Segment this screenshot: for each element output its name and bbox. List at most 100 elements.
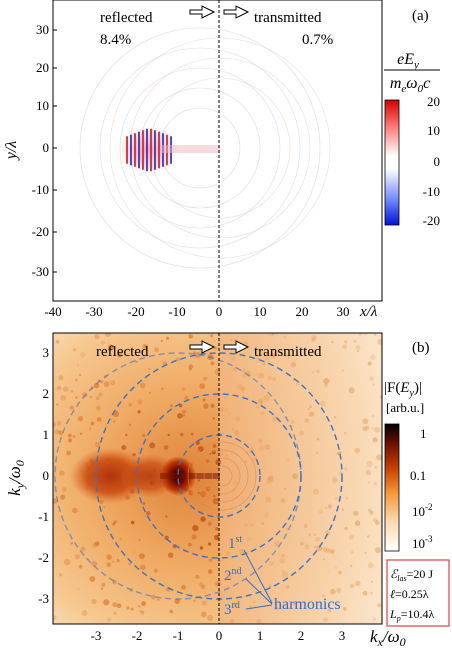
speckle-dot (169, 609, 173, 614)
speckle-dot (128, 423, 132, 427)
speckle-dot (90, 421, 95, 426)
panel-b-xtick: 3 (339, 628, 346, 643)
speckle-dot (371, 414, 375, 418)
speckle-dot (203, 403, 209, 409)
speckle-dot (255, 405, 260, 410)
speckle-dot (281, 569, 284, 572)
panel-a-ytick: 0 (43, 140, 50, 155)
speckle-dot (126, 606, 130, 610)
speckle-dot (181, 387, 186, 392)
speckle-dot (116, 559, 120, 563)
panel-a-colorbar-title: eEy meω0c (384, 51, 440, 95)
speckle-dot (110, 379, 116, 386)
panel-b-ytick: 2 (43, 386, 50, 401)
speckle-dot (355, 580, 361, 587)
speckle-dot (142, 502, 146, 505)
speckle-dot (287, 356, 290, 359)
speckle-dot (246, 536, 252, 542)
speckle-dot (207, 615, 214, 621)
speckle-dot (248, 447, 255, 453)
speckle-dot (139, 610, 142, 613)
panel-a-ytick: 10 (36, 98, 49, 113)
speckle-dot (207, 542, 212, 546)
speckle-dot (137, 605, 141, 608)
speckle-dot (80, 351, 86, 358)
speckle-dot (60, 494, 66, 500)
speckle-dot (308, 533, 311, 537)
speckle-dot (316, 437, 320, 441)
speckle-dot (332, 477, 338, 483)
speckle-dot (72, 435, 76, 438)
speckle-dot (367, 535, 370, 538)
speckle-dot (246, 370, 250, 374)
speckle-dot (339, 450, 342, 454)
speckle-dot (167, 433, 170, 437)
speckle-dot (89, 576, 96, 582)
speckle-dot (271, 333, 275, 336)
speckle-dot (240, 386, 246, 392)
speckle-dot (374, 466, 377, 469)
speckle-dot (311, 334, 317, 341)
panel-a-ytick: -30 (32, 264, 49, 279)
panel-a-colorbar (384, 99, 400, 226)
speckle-dot (372, 383, 376, 387)
speckle-dot (225, 408, 230, 413)
speckle-dot (333, 416, 337, 419)
speckle-dot (366, 460, 373, 468)
panel-a-cb-tick: -20 (423, 213, 440, 228)
speckle-dot (309, 411, 314, 417)
speckle-dot (188, 364, 194, 369)
speckle-dot (146, 511, 151, 516)
speckle-dot (191, 432, 194, 436)
speckle-dot (374, 547, 381, 554)
speckle-dot (227, 412, 232, 417)
speckle-dot (350, 564, 353, 568)
speckle-dot (130, 520, 135, 525)
speckle-dot (268, 560, 274, 567)
panel-b-ytick: 3 (43, 345, 50, 360)
speckle-dot (139, 382, 146, 389)
speckle-dot (128, 402, 132, 407)
speckle-dot (377, 339, 382, 345)
pulse-stripe (154, 130, 156, 170)
speckle-dot (243, 523, 248, 528)
speckle-dot (156, 598, 160, 601)
speckle-dot (369, 376, 375, 381)
speckle-dot (96, 417, 102, 422)
panel-b-reflected-label: reflected (96, 344, 149, 360)
speckle-dot (274, 602, 278, 605)
speckle-dot (112, 602, 118, 608)
panel-a-reflected-label: reflected (100, 10, 153, 26)
speckle-dot (226, 571, 233, 578)
panel-a-ytick: 20 (36, 60, 49, 75)
param-length: Lp=10.4λ (389, 607, 434, 623)
speckle-dot (137, 399, 143, 405)
speckle-dot (77, 588, 80, 591)
speckle-dot (102, 505, 106, 509)
speckle-dot (188, 367, 192, 371)
panel-a-cb-tick: 10 (427, 123, 440, 138)
speckle-dot (367, 562, 374, 569)
panel-a-channel (160, 145, 220, 153)
speckle-dot (367, 481, 370, 484)
speckle-dot (107, 342, 110, 346)
speckle-dot (244, 460, 247, 463)
speckle-dot (372, 617, 377, 621)
speckle-dot (174, 598, 180, 605)
speckle-dot (113, 611, 117, 615)
panel-a-arrow-right (223, 5, 250, 19)
speckle-dot (210, 334, 214, 338)
speckle-dot (170, 404, 173, 408)
speckle-dot (230, 338, 233, 342)
svg-text:eEy: eEy (397, 51, 419, 71)
speckle-dot (59, 470, 65, 477)
speckle-dot (365, 425, 370, 430)
speckle-dot (63, 386, 69, 392)
speckle-dot (202, 398, 206, 402)
speckle-dot (346, 497, 349, 500)
speckle-dot (303, 523, 308, 529)
speckle-dot (55, 339, 60, 344)
param-thickness: ℓ=0.25λ (390, 587, 429, 601)
panel-b-cb-tick: 1 (420, 426, 427, 441)
panel-b-xtick: -3 (91, 628, 102, 643)
